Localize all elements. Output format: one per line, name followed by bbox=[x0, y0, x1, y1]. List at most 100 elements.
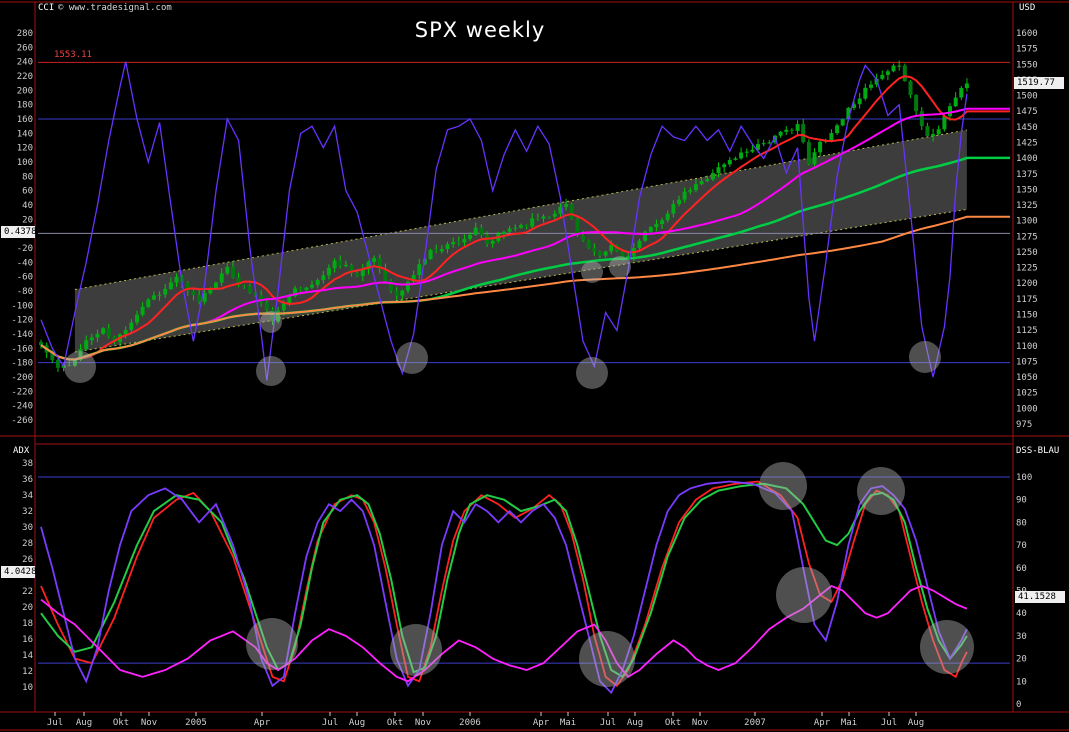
price-current-value: 1519.77 bbox=[1014, 77, 1064, 89]
svg-text:Apr: Apr bbox=[254, 718, 271, 728]
svg-text:1125: 1125 bbox=[1016, 326, 1038, 336]
svg-text:90: 90 bbox=[1016, 496, 1027, 506]
svg-text:80: 80 bbox=[22, 172, 33, 182]
svg-text:240: 240 bbox=[17, 58, 33, 68]
svg-text:1400: 1400 bbox=[1016, 154, 1038, 164]
svg-text:Okt: Okt bbox=[665, 718, 681, 728]
price-panel bbox=[38, 60, 1010, 381]
svg-text:1350: 1350 bbox=[1016, 185, 1038, 195]
svg-text:1275: 1275 bbox=[1016, 232, 1038, 242]
svg-text:1000: 1000 bbox=[1016, 404, 1038, 414]
svg-text:1300: 1300 bbox=[1016, 217, 1038, 227]
cci-current-value: 0.4378 bbox=[1, 226, 37, 238]
svg-text:Apr: Apr bbox=[533, 718, 550, 728]
dss-slow bbox=[40, 482, 968, 679]
svg-text:10: 10 bbox=[1016, 677, 1027, 687]
svg-text:220: 220 bbox=[17, 72, 33, 82]
svg-text:1575: 1575 bbox=[1016, 45, 1038, 55]
svg-text:0: 0 bbox=[1016, 700, 1021, 710]
svg-text:60: 60 bbox=[1016, 564, 1027, 574]
ma-fast bbox=[40, 75, 1010, 361]
svg-text:14: 14 bbox=[22, 651, 33, 661]
svg-text:26: 26 bbox=[22, 555, 33, 565]
resistance-level-label: 1553.11 bbox=[54, 50, 92, 60]
svg-text:180: 180 bbox=[17, 101, 33, 111]
svg-text:1475: 1475 bbox=[1016, 107, 1038, 117]
svg-text:160: 160 bbox=[17, 115, 33, 125]
svg-text:1100: 1100 bbox=[1016, 342, 1038, 352]
svg-text:-160: -160 bbox=[11, 344, 33, 354]
svg-text:100: 100 bbox=[1016, 473, 1032, 483]
svg-text:-200: -200 bbox=[11, 373, 33, 383]
svg-text:32: 32 bbox=[22, 507, 33, 517]
svg-text:-140: -140 bbox=[11, 330, 33, 340]
svg-text:1225: 1225 bbox=[1016, 264, 1038, 274]
svg-text:38: 38 bbox=[22, 459, 33, 469]
adx-signal bbox=[40, 584, 968, 683]
dss-current-value: 41.1528 bbox=[1015, 591, 1065, 603]
svg-text:30: 30 bbox=[22, 523, 33, 533]
svg-text:-40: -40 bbox=[17, 258, 33, 268]
svg-text:Apr: Apr bbox=[814, 718, 831, 728]
svg-text:Nov: Nov bbox=[141, 718, 157, 728]
svg-text:Jul: Jul bbox=[322, 718, 338, 728]
svg-text:Okt: Okt bbox=[113, 718, 129, 728]
svg-text:12: 12 bbox=[22, 667, 33, 677]
svg-text:-60: -60 bbox=[17, 273, 33, 283]
svg-text:-80: -80 bbox=[17, 287, 33, 297]
svg-text:280: 280 bbox=[17, 29, 33, 39]
svg-text:-20: -20 bbox=[17, 244, 33, 254]
adx-current-value: 4.0428 bbox=[1, 566, 37, 578]
copyright-text: © www.tradesignal.com bbox=[58, 3, 172, 13]
svg-text:-180: -180 bbox=[11, 359, 33, 369]
indicator-label-adx: ADX bbox=[13, 446, 30, 456]
cci-line bbox=[40, 61, 968, 381]
svg-text:1175: 1175 bbox=[1016, 295, 1038, 305]
svg-text:Aug: Aug bbox=[908, 718, 924, 728]
svg-text:34: 34 bbox=[22, 491, 33, 501]
svg-text:1450: 1450 bbox=[1016, 123, 1038, 133]
svg-text:1425: 1425 bbox=[1016, 138, 1038, 148]
svg-text:Aug: Aug bbox=[76, 718, 92, 728]
svg-text:-260: -260 bbox=[11, 416, 33, 426]
svg-text:Jul: Jul bbox=[47, 718, 63, 728]
svg-text:1075: 1075 bbox=[1016, 357, 1038, 367]
svg-text:40: 40 bbox=[22, 201, 33, 211]
svg-text:Aug: Aug bbox=[349, 718, 365, 728]
svg-text:260: 260 bbox=[17, 43, 33, 53]
indicator-label-cci: CCI bbox=[38, 3, 55, 13]
svg-text:1200: 1200 bbox=[1016, 279, 1038, 289]
svg-text:1050: 1050 bbox=[1016, 373, 1038, 383]
svg-text:20: 20 bbox=[22, 603, 33, 613]
svg-text:975: 975 bbox=[1016, 420, 1032, 430]
svg-text:-220: -220 bbox=[11, 387, 33, 397]
svg-text:1150: 1150 bbox=[1016, 311, 1038, 321]
svg-text:Nov: Nov bbox=[415, 718, 431, 728]
svg-text:80: 80 bbox=[1016, 518, 1027, 528]
svg-text:Nov: Nov bbox=[692, 718, 708, 728]
svg-text:2005: 2005 bbox=[185, 718, 207, 728]
svg-text:1600: 1600 bbox=[1016, 29, 1038, 39]
svg-text:200: 200 bbox=[17, 86, 33, 96]
svg-text:140: 140 bbox=[17, 129, 33, 139]
svg-text:60: 60 bbox=[22, 187, 33, 197]
svg-text:22: 22 bbox=[22, 587, 33, 597]
svg-text:20: 20 bbox=[1016, 655, 1027, 665]
svg-text:28: 28 bbox=[22, 539, 33, 549]
svg-text:Aug: Aug bbox=[627, 718, 643, 728]
svg-text:30: 30 bbox=[1016, 632, 1027, 642]
svg-text:36: 36 bbox=[22, 475, 33, 485]
svg-text:1550: 1550 bbox=[1016, 60, 1038, 70]
svg-text:1375: 1375 bbox=[1016, 170, 1038, 180]
svg-text:1325: 1325 bbox=[1016, 201, 1038, 211]
svg-text:Mai: Mai bbox=[841, 718, 857, 728]
axis-unit-usd: USD bbox=[1019, 3, 1036, 13]
svg-text:-100: -100 bbox=[11, 301, 33, 311]
svg-text:1250: 1250 bbox=[1016, 248, 1038, 258]
svg-text:-120: -120 bbox=[11, 316, 33, 326]
svg-text:Jul: Jul bbox=[881, 718, 897, 728]
svg-text:18: 18 bbox=[22, 619, 33, 629]
